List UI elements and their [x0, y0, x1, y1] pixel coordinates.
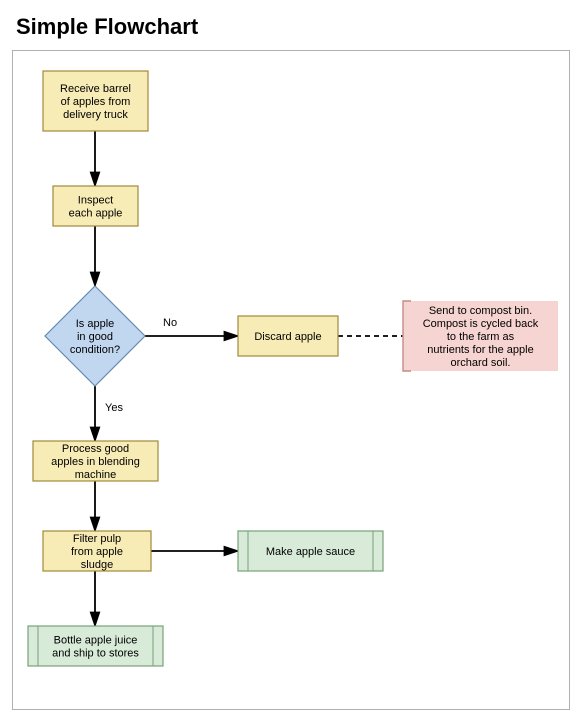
node-receive: Receive barrelof apples fromdelivery tru… — [43, 71, 148, 131]
node-label-decide: Is applein goodcondition? — [70, 318, 120, 356]
flowchart-canvas: No Yes Receive barrelof apples fromdeliver… — [12, 50, 570, 710]
node-label-receive: Receive barrelof apples fromdelivery tru… — [60, 83, 131, 121]
node-note: Send to compost bin.Compost is cycled ba… — [403, 301, 558, 371]
node-label-discard: Discard apple — [254, 331, 321, 343]
node-inspect: Inspecteach apple — [53, 186, 138, 226]
node-bottle: Bottle apple juiceand ship to stores — [28, 626, 163, 666]
node-label-bottle: Bottle apple juiceand ship to stores — [52, 634, 139, 659]
node-decide: Is applein goodcondition? — [45, 286, 145, 386]
node-sauce: Make apple sauce — [238, 531, 383, 571]
node-filter: Filter pulpfrom applesludge — [43, 531, 151, 571]
node-discard: Discard apple — [238, 316, 338, 356]
page: Simple Flowchart No Yes Receive barrelof a… — [0, 0, 580, 722]
flowchart-svg: No Yes Receive barrelof apples fromdeliver… — [13, 51, 569, 709]
node-label-sauce: Make apple sauce — [266, 546, 355, 558]
node-process: Process goodapples in blendingmachine — [33, 441, 158, 481]
edge-label-no: No — [163, 317, 177, 329]
edge-label-yes: Yes — [105, 402, 123, 414]
page-title: Simple Flowchart — [16, 14, 198, 40]
